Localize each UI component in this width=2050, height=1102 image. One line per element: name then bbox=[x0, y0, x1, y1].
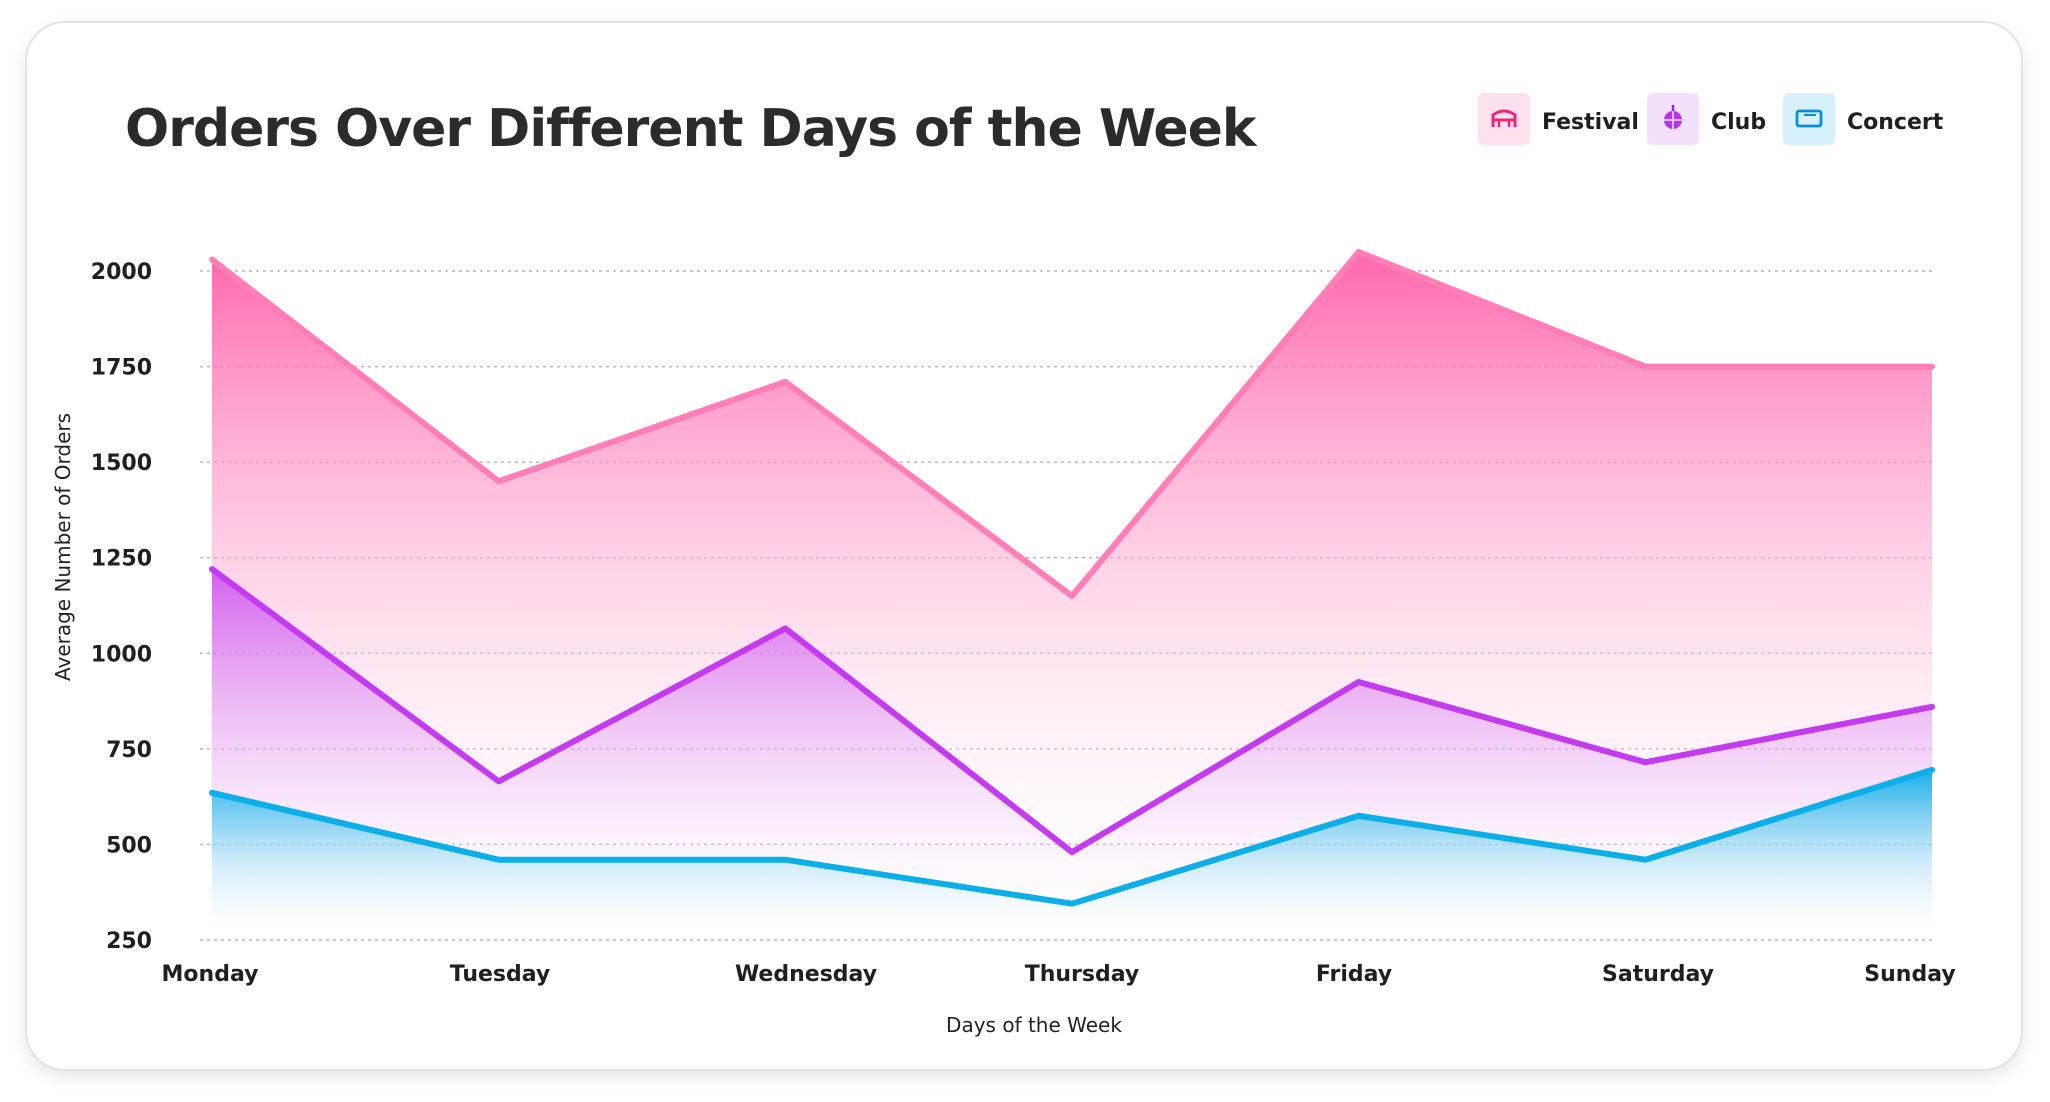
line-festival bbox=[209, 248, 1935, 599]
y-tick-label: 1750 bbox=[91, 356, 152, 381]
y-tick-label: 1500 bbox=[91, 451, 152, 476]
line-concert bbox=[209, 766, 1935, 907]
chart-title: Orders Over Different Days of the Week bbox=[125, 99, 1258, 159]
y-tick-label: 250 bbox=[106, 929, 152, 954]
x-tick-label: Tuesday bbox=[450, 962, 551, 987]
ticket-icon bbox=[1795, 109, 1823, 128]
x-tick-label: Monday bbox=[162, 962, 259, 987]
legend-item-club[interactable]: Club bbox=[1647, 93, 1766, 145]
area-concert bbox=[212, 769, 1932, 940]
x-tick-label: Thursday bbox=[1025, 962, 1140, 987]
x-tick-label: Saturday bbox=[1602, 962, 1714, 987]
disco-ball-icon bbox=[1664, 105, 1682, 129]
legend-icon-box bbox=[1783, 93, 1835, 145]
y-tick-label: 1000 bbox=[91, 642, 152, 667]
line-club bbox=[209, 566, 1935, 856]
x-tick-label: Sunday bbox=[1864, 962, 1955, 987]
y-tick-label: 500 bbox=[106, 833, 152, 858]
legend-label: Festival bbox=[1542, 110, 1639, 135]
legend-item-festival[interactable]: Festival bbox=[1478, 93, 1639, 145]
x-axis-label: Days of the Week bbox=[946, 1013, 1122, 1037]
legend-label: Club bbox=[1711, 110, 1766, 135]
x-tick-label: Wednesday bbox=[735, 962, 877, 987]
series-lines bbox=[209, 248, 1935, 907]
stage-icon bbox=[1491, 109, 1517, 127]
x-tick-label: Friday bbox=[1316, 962, 1392, 987]
y-axis-label: Average Number of Orders bbox=[51, 413, 75, 681]
y-axis-ticks: 250 500 750 1000 1250 1500 1750 2000 bbox=[91, 260, 152, 954]
y-tick-label: 750 bbox=[106, 738, 152, 763]
x-axis-ticks: Monday Tuesday Wednesday Thursday Friday Satu… bbox=[162, 962, 1956, 987]
legend: Festival Club Concert bbox=[1478, 93, 1944, 145]
y-tick-label: 2000 bbox=[91, 260, 152, 285]
legend-item-concert[interactable]: Concert bbox=[1783, 93, 1944, 145]
legend-label: Concert bbox=[1847, 110, 1944, 135]
y-tick-label: 1250 bbox=[91, 547, 152, 572]
